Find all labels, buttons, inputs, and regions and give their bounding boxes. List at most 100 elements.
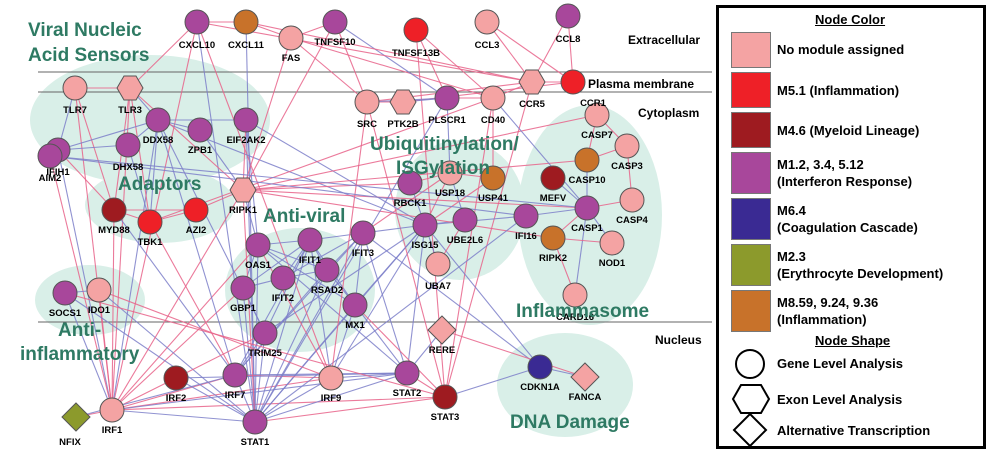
edge-cd40-casp1 bbox=[492, 97, 588, 209]
node-oas1 bbox=[245, 232, 271, 258]
node-label-irf7: IRF7 bbox=[225, 390, 246, 401]
edge-cxcl10-tlr3 bbox=[129, 21, 198, 89]
legend-label-m23-line1: M2.3 bbox=[777, 249, 806, 264]
edge-stat1-irf2 bbox=[175, 377, 256, 423]
edge-stat1-socs1 bbox=[64, 292, 256, 423]
node-label-ccl3: CCL3 bbox=[475, 40, 500, 51]
edge-aim2-casp1 bbox=[49, 155, 588, 209]
edge-cdkn1a-isg15 bbox=[424, 224, 541, 368]
edge-stat3-src bbox=[366, 101, 446, 398]
edge-irf7-myd88 bbox=[113, 209, 236, 376]
edge-irf9-ifit1 bbox=[309, 239, 332, 379]
node-label-stat2: STAT2 bbox=[393, 388, 422, 399]
legend-color-title: Node Color bbox=[815, 12, 886, 27]
node-label-ptk2b: PTK2B bbox=[387, 119, 418, 130]
module-label-anti-viral: Anti-viral bbox=[263, 206, 345, 227]
node-casp1 bbox=[574, 195, 600, 221]
edge-ripk1-fas bbox=[242, 37, 292, 191]
edge-fas-src bbox=[290, 37, 368, 103]
legend-shape-diamond-label: Alternative Transcription bbox=[777, 423, 931, 438]
label-extracellular: Extracellular bbox=[628, 33, 700, 47]
node-label-casp10: CASP10 bbox=[569, 175, 606, 186]
module-label-ubiquitinylation-1: Ubiquitinylation/ bbox=[370, 134, 520, 155]
node-label-oas1: OAS1 bbox=[245, 260, 272, 271]
node-label-ccr5: CCR5 bbox=[519, 99, 546, 110]
module-label-viral-sensors-2: Acid Sensors bbox=[28, 45, 149, 66]
node-ifi16 bbox=[513, 203, 539, 229]
node-irf7 bbox=[222, 362, 248, 388]
legend-label-ifn-line1: M1.2, 3.4, 5.12 bbox=[777, 157, 864, 172]
node-stat1 bbox=[242, 409, 268, 435]
edge-myd88-ifih1 bbox=[57, 149, 115, 211]
edge-myd88-tlr7 bbox=[74, 87, 115, 211]
edge-stat3-mx1 bbox=[354, 304, 446, 398]
edge-irf1-ifih1 bbox=[57, 149, 113, 411]
node-label-ifit3: IFIT3 bbox=[352, 248, 374, 259]
node-label-irf1: IRF1 bbox=[102, 425, 123, 436]
node-label-isg15: ISG15 bbox=[412, 240, 440, 251]
node-mefv bbox=[540, 165, 566, 191]
edge-tbk1-ddx58 bbox=[149, 119, 159, 223]
edge-stat2-mx1 bbox=[354, 304, 408, 374]
edge-tnfsf13b-cd40 bbox=[415, 29, 494, 99]
node-label-cxcl11: CXCL11 bbox=[228, 40, 265, 51]
node-label-zpb1: ZPB1 bbox=[188, 145, 213, 156]
edge-rbck1-ripk1 bbox=[242, 182, 411, 191]
node-zpb1 bbox=[187, 117, 213, 143]
node-cxcl11 bbox=[233, 9, 259, 35]
legend-swatch-m23 bbox=[731, 244, 771, 286]
legend-swatch-m859 bbox=[731, 290, 771, 332]
node-cd40 bbox=[480, 85, 506, 111]
legend-shape-circle-label: Gene Level Analysis bbox=[777, 356, 903, 371]
node-ifit3 bbox=[350, 220, 376, 246]
edge-stat1-rsad2 bbox=[254, 269, 328, 423]
node-tbk1 bbox=[137, 209, 163, 235]
module-label-adaptors: Adaptors bbox=[118, 174, 201, 195]
node-label-azi2: AZI2 bbox=[186, 225, 207, 236]
node-fanca bbox=[570, 362, 600, 392]
edge-ripk1-irf1 bbox=[111, 189, 244, 411]
node-label-casp3: CASP3 bbox=[611, 161, 643, 172]
legend-label-m64-line1: M6.4 bbox=[777, 203, 806, 218]
edge-src-irf9 bbox=[330, 101, 368, 379]
node-label-ifit1: IFIT1 bbox=[299, 255, 322, 266]
node-azi2 bbox=[183, 197, 209, 223]
node-nfix bbox=[61, 402, 91, 432]
node-ripk2 bbox=[540, 225, 566, 251]
node-label-ifih1: IFIH1 bbox=[46, 167, 70, 178]
node-uba7 bbox=[425, 251, 451, 277]
node-label-rsad2: RSAD2 bbox=[311, 285, 343, 296]
node-label-usp18: USP18 bbox=[435, 188, 465, 199]
node-casp7 bbox=[584, 102, 610, 128]
node-label-ddx58: DDX58 bbox=[143, 135, 174, 146]
legend-swatch-none bbox=[731, 32, 771, 68]
edge-mx1-isg15 bbox=[354, 224, 426, 306]
edge-mx1-oas1 bbox=[257, 244, 356, 306]
node-ccr5 bbox=[518, 69, 546, 95]
node-ifit1 bbox=[297, 227, 323, 253]
legend-shape-title: Node Shape bbox=[815, 333, 891, 348]
edge-tnfsf10-src bbox=[334, 21, 368, 103]
node-tlr3 bbox=[116, 75, 144, 101]
node-rbck1 bbox=[397, 170, 423, 196]
legend: Node Color No module assigned M5.1 (Infl… bbox=[716, 5, 986, 449]
node-isg15 bbox=[412, 212, 438, 238]
legend-label-m64: M6.4 (Coagulation Cascade) bbox=[777, 202, 918, 236]
node-label-dhx58: DHX58 bbox=[113, 162, 144, 173]
legend-label-ifn: M1.2, 3.4, 5.12 (Interferon Response) bbox=[777, 156, 912, 190]
node-label-ripk1: RIPK1 bbox=[229, 205, 258, 216]
edge-tbk1-dhx58 bbox=[127, 144, 151, 223]
node-stat2 bbox=[394, 360, 420, 386]
node-label-usp41: USP41 bbox=[478, 193, 509, 204]
node-label-gbp1: GBP1 bbox=[230, 303, 257, 314]
edge-stat1-stat3 bbox=[254, 396, 446, 423]
node-ddx58 bbox=[145, 107, 171, 133]
legend-label-none-line1: No module assigned bbox=[777, 42, 905, 57]
node-myd88 bbox=[101, 197, 127, 223]
label-cytoplasm: Cytoplasm bbox=[638, 106, 699, 120]
node-nod1 bbox=[599, 230, 625, 256]
node-label-tnfsf10: TNFSF10 bbox=[314, 37, 355, 48]
legend-label-m23-line2: (Erythrocyte Development) bbox=[777, 266, 944, 281]
node-ccl3 bbox=[474, 9, 500, 35]
